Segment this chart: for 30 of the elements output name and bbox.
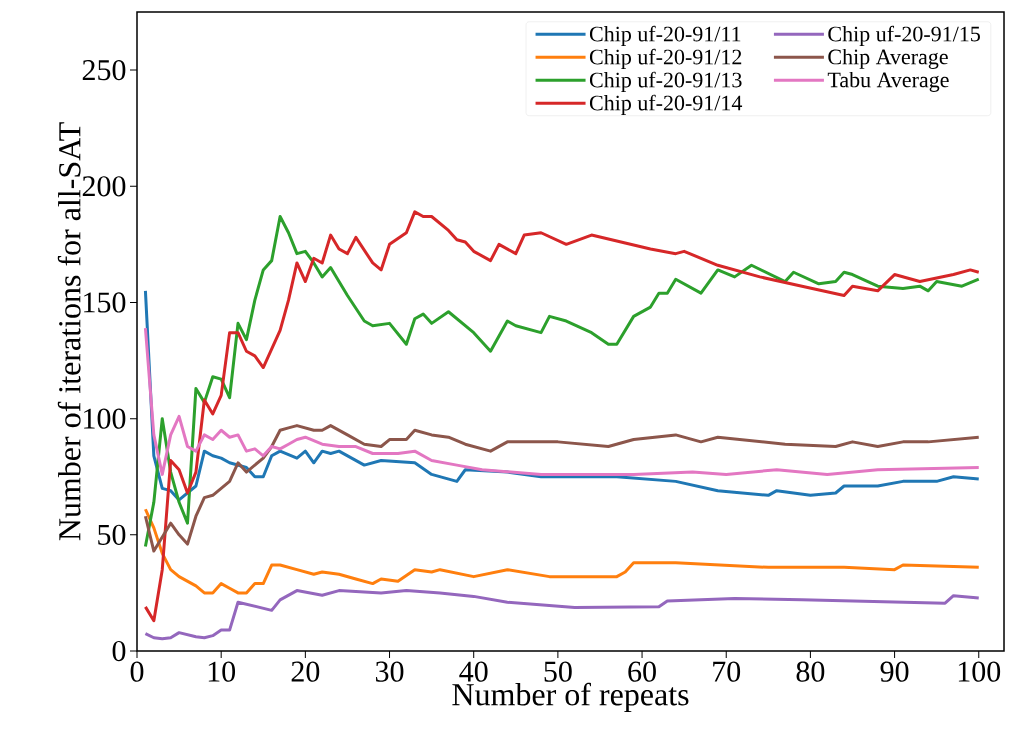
- x-tick-label: 100: [958, 661, 1001, 682]
- x-tick-label: 70: [713, 661, 741, 682]
- x-tick-label: 60: [628, 661, 656, 682]
- y-tick-label: 50: [98, 524, 126, 545]
- x-tick-label: 0: [130, 661, 144, 682]
- x-tick-label: 90: [880, 661, 909, 682]
- y-tick-label: 250: [82, 59, 126, 81]
- legend-label: Chip Average: [828, 48, 948, 69]
- legend-label: Chip uf-20-91/13: [589, 71, 742, 92]
- legend-label: Chip uf-20-91/14: [589, 94, 743, 115]
- x-tick-label: 50: [544, 661, 572, 682]
- line-series: [143, 589, 981, 641]
- legend-label: Tabu Average: [827, 71, 949, 92]
- x-tick-label: 10: [208, 661, 236, 682]
- x-tick-label: 20: [291, 661, 320, 682]
- line-series: [143, 210, 981, 623]
- y-tick-label: 0: [112, 640, 126, 662]
- x-tick-label: 30: [375, 661, 404, 682]
- y-tick-label: 150: [84, 292, 126, 313]
- line-series: [143, 214, 981, 548]
- x-axis-title: Number of repeats: [452, 682, 689, 712]
- legend-label: Chip uf-20-91/12: [589, 48, 742, 69]
- line-series: [143, 326, 981, 476]
- x-tick-label: 40: [459, 661, 488, 682]
- legend-label: Chip uf-20-91/15: [828, 25, 980, 46]
- legend-label: Chip uf-20-91/11: [589, 25, 741, 46]
- y-axis-title: Number of iterations for all-SAT: [57, 122, 81, 541]
- x-tick-label: 80: [796, 661, 825, 682]
- y-tick-label: 100: [84, 408, 126, 429]
- y-tick-label: 200: [82, 176, 126, 197]
